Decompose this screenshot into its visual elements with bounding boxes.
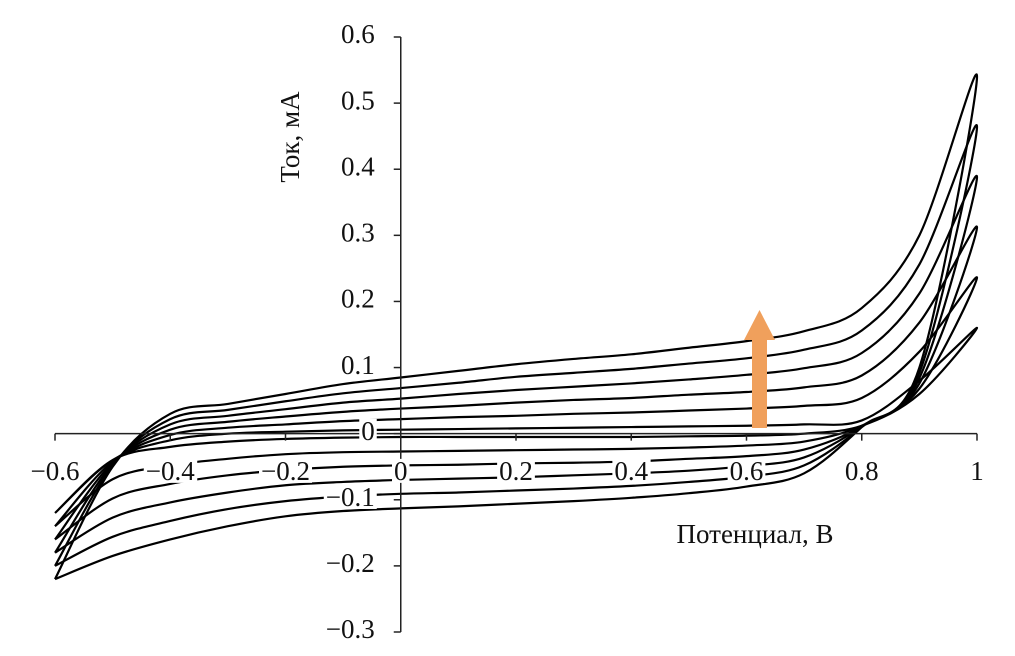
labels: −0.6 −0.4 −0.2 0 0.2 0.4 0.6 0.8 1 −0.3 −0.2 −0.1 0 0… <box>28 19 986 644</box>
x-tick-label: 0.6 <box>730 456 764 486</box>
label-background <box>339 220 377 245</box>
y-tick-label: 0.5 <box>341 85 375 115</box>
label-background <box>339 352 377 377</box>
label-background <box>339 154 378 179</box>
arrow-head <box>744 310 775 340</box>
label-background <box>339 88 377 113</box>
label-background <box>143 458 198 483</box>
label-background <box>842 458 881 483</box>
y-tick-label: 0.6 <box>341 19 375 49</box>
x-tick-label: 1 <box>970 456 984 486</box>
curves <box>54 73 979 581</box>
label-background <box>339 22 377 47</box>
x-tick-label: −0.4 <box>146 456 195 486</box>
y-tick-label: 0.2 <box>341 284 375 314</box>
x-tick-label: 0.2 <box>499 456 533 486</box>
cv-curve <box>54 225 979 541</box>
y-tick-label: −0.3 <box>326 614 375 644</box>
cv-curve <box>54 73 979 581</box>
cv-curve <box>54 174 979 554</box>
y-tick-label: −0.2 <box>326 548 375 578</box>
label-background <box>968 458 986 483</box>
x-tick-label: 0.8 <box>845 456 879 486</box>
axes <box>54 36 978 633</box>
label-background <box>323 484 377 509</box>
label-background <box>323 551 377 576</box>
label-background <box>497 458 535 483</box>
arrow <box>744 310 775 428</box>
cv-curve <box>54 123 979 567</box>
y-tick-label: 0.4 <box>341 151 375 181</box>
y-tick-label: 0 <box>361 416 375 446</box>
label-background <box>28 458 82 483</box>
label-background <box>612 458 651 483</box>
x-tick-label: −0.2 <box>261 456 310 486</box>
x-tick-label: −0.6 <box>31 456 80 486</box>
label-background <box>392 458 410 483</box>
label-background <box>359 418 377 443</box>
label-background <box>727 458 766 483</box>
label-background <box>323 617 377 642</box>
y-tick-label: −0.1 <box>326 482 375 512</box>
label-background <box>259 458 312 483</box>
x-axis-title: Потенциал, В <box>677 519 834 549</box>
cv-curve <box>54 276 979 528</box>
x-tick-label: 0 <box>394 456 408 486</box>
arrow-shaft <box>752 338 767 428</box>
x-tick-label: 0.4 <box>614 456 648 486</box>
y-tick-label: 0.3 <box>341 218 375 248</box>
y-tick-label: 0.1 <box>341 350 375 380</box>
label-background <box>339 286 377 311</box>
y-axis-title: Ток, мА <box>275 91 305 183</box>
